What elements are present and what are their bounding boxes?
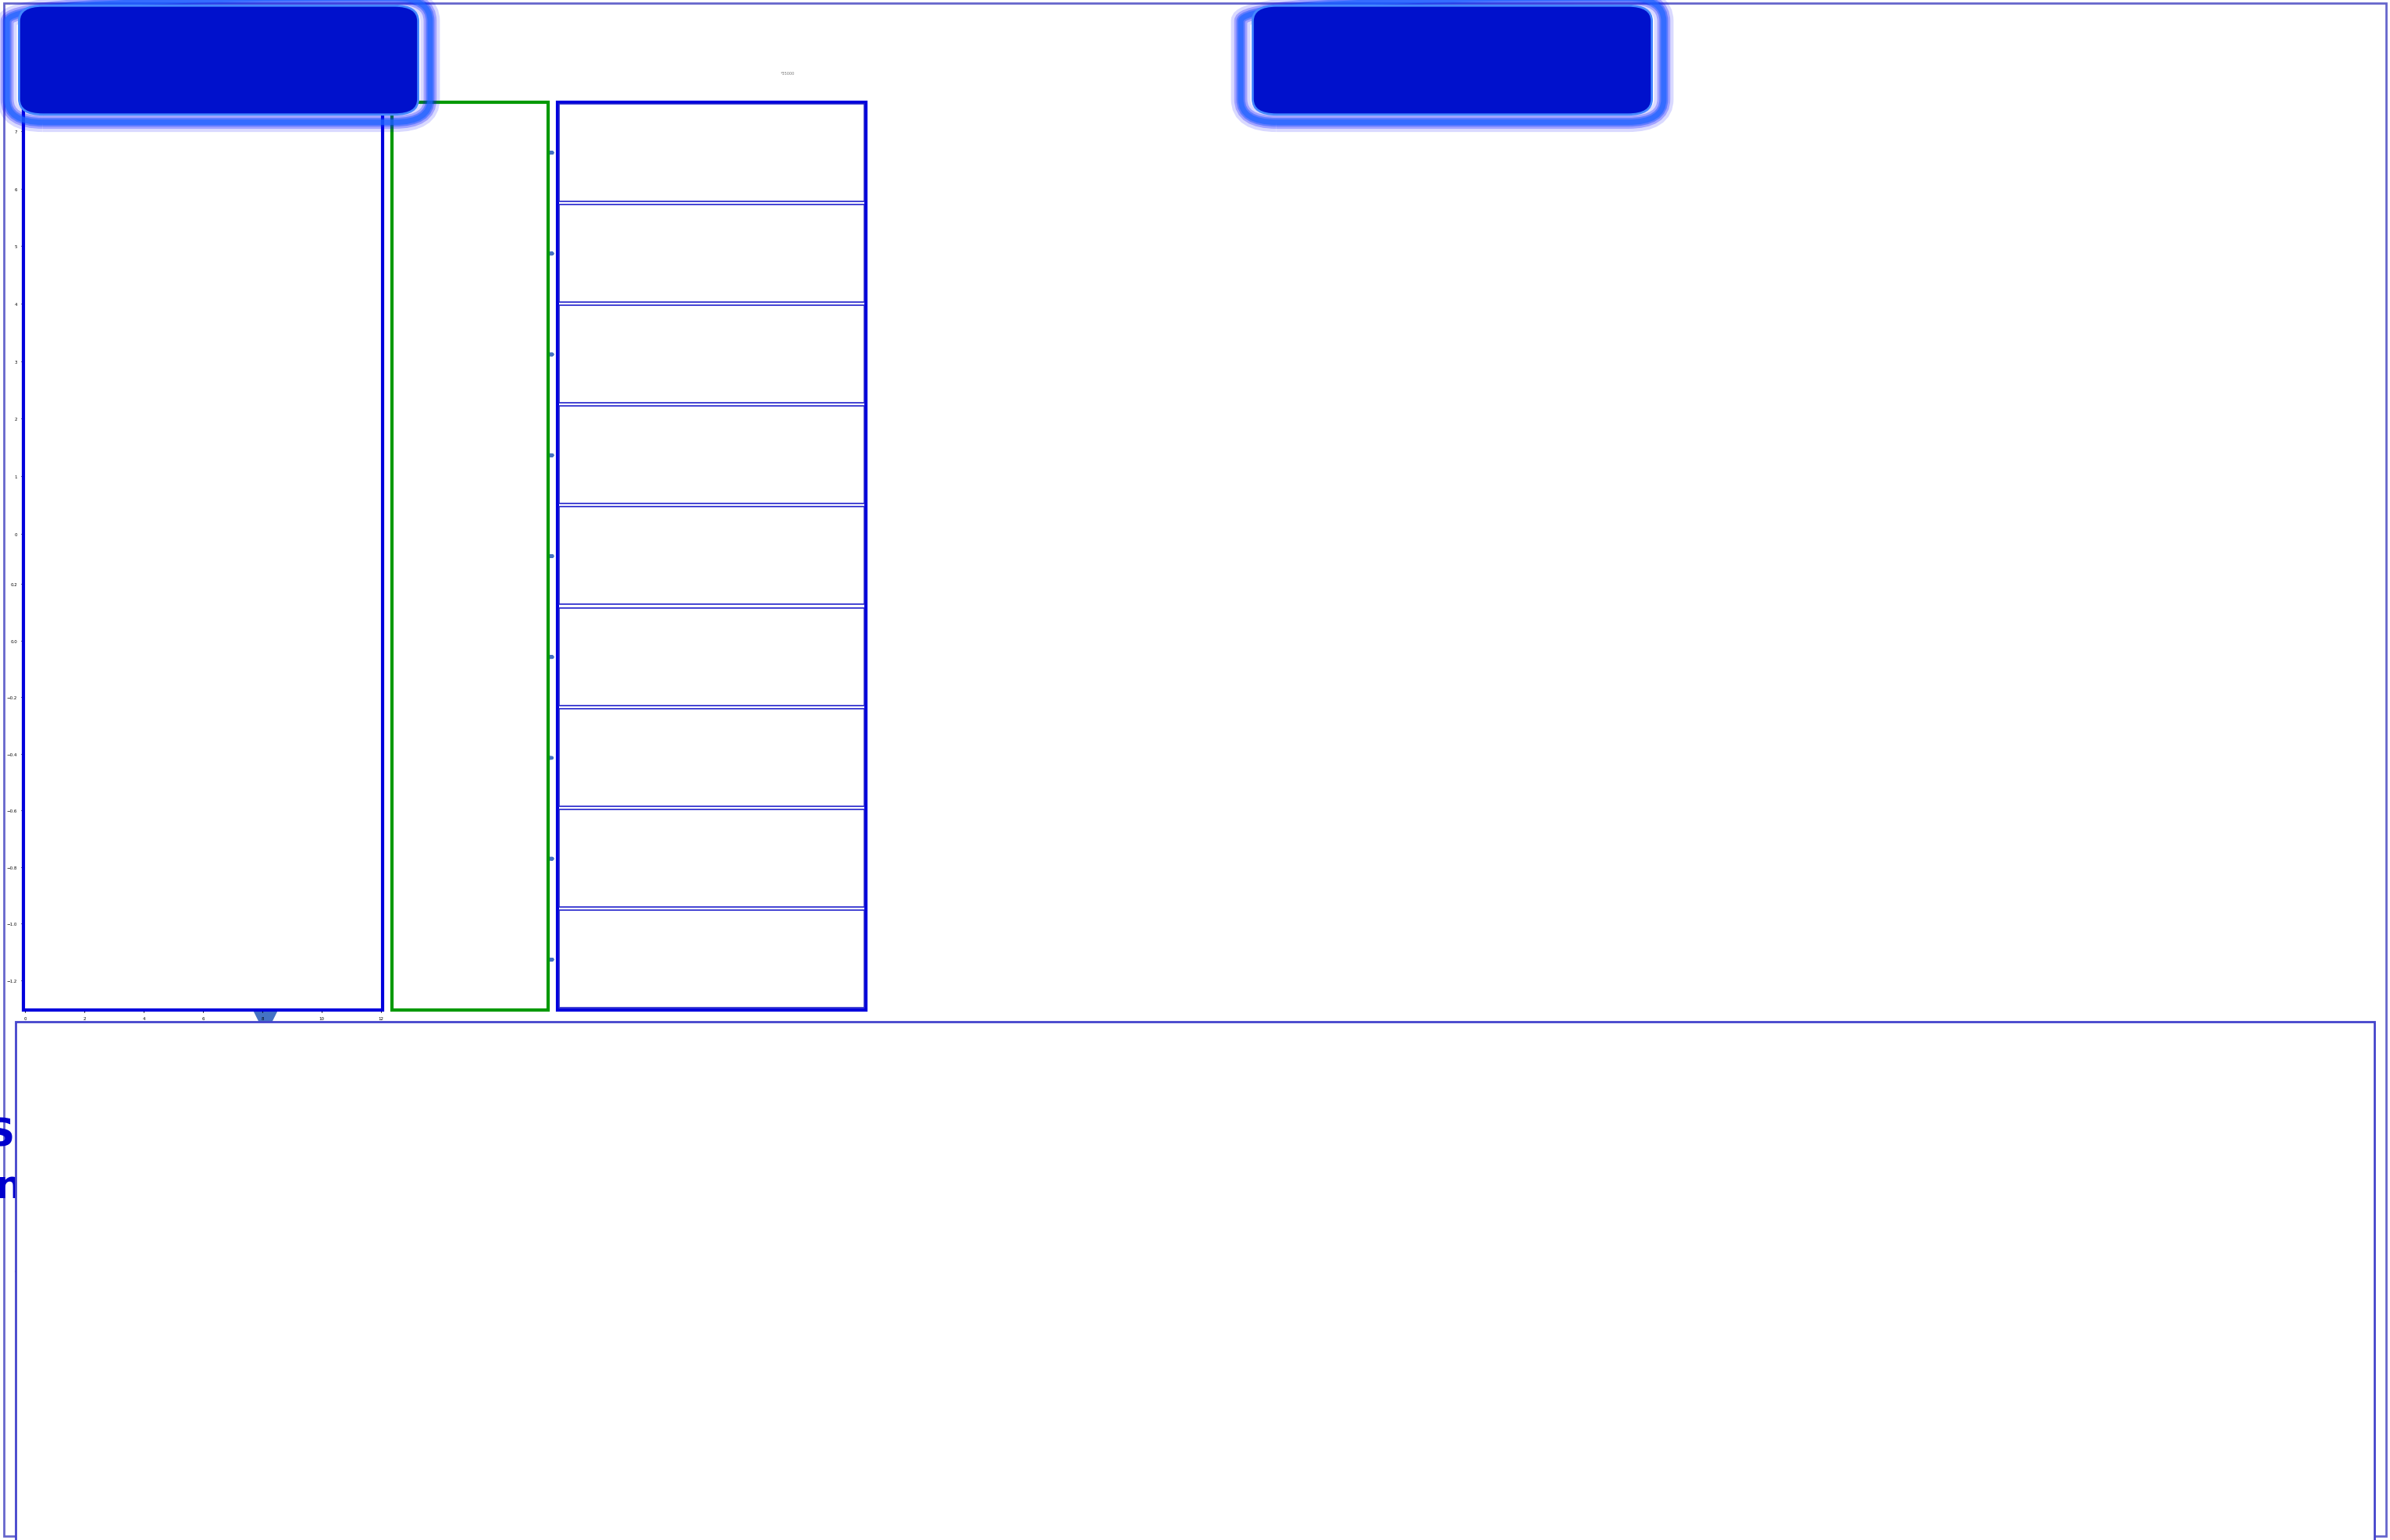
Text: *41322: *41322 [112, 830, 134, 835]
X-axis label: Retention time (min): Retention time (min) [177, 1024, 229, 1029]
Text: 1200.3666: 1200.3666 [1950, 1352, 1957, 1395]
Text: 1D: 1D [306, 115, 363, 151]
Text: DAD1-DAD 2: Signal A:Sig=214,0.4,0  Ref=off  1Tour: -Cut06 at 1/06.mnd: DAD1-DAD 2: Signal A:Sig=214,0.4,0 Ref=o… [562, 610, 679, 613]
Text: 1194.873: 1194.873 [1790, 1326, 1797, 1364]
Text: 1145.1094: 1145.1094 [323, 1440, 332, 1485]
Text: *10279: *10279 [215, 393, 234, 397]
Text: *38000: *38000 [753, 148, 767, 152]
Text: M-163: M-163 [416, 1027, 688, 1107]
Text: DAD1-DAD 2: Signal A:Sig=214,0.4,0  Ref=off  1Tour: -Cut04 at 1/04.mnd: DAD1-DAD 2: Signal A:Sig=214,0.4,0 Ref=o… [562, 408, 679, 411]
Text: 2D: 2D [784, 145, 839, 180]
Text: 3: 3 [528, 367, 540, 385]
Text: *32000: *32000 [758, 702, 772, 707]
Text: 1183.6257: 1183.6257 [1458, 1158, 1465, 1203]
Text: 1180.1196: 1180.1196 [1355, 1152, 1362, 1197]
Text: *53922: *53922 [327, 919, 347, 924]
Text: 1155.3555: 1155.3555 [626, 1432, 633, 1475]
Text: *30348: *30348 [139, 122, 160, 126]
Text: 6: 6 [528, 676, 540, 695]
Text: DAD1-DAD 2: Signal A:Sig=214,0.4,0  Ref=off  1Tour: -Cut07 at 1/07.mnd: DAD1-DAD 2: Signal A:Sig=214,0.4,0 Ref=o… [562, 711, 679, 715]
Text: 1160.8529: 1160.8529 [786, 1107, 796, 1150]
Text: *34000: *34000 [758, 382, 772, 385]
Text: 2: 2 [528, 260, 540, 279]
Text: 2: 2 [120, 904, 124, 912]
Text: Multi-heart Cutting: Multi-heart Cutting [1288, 46, 1616, 75]
Text: 1148.357: 1148.357 [418, 1064, 428, 1103]
Bar [177, 103, 234, 541]
Text: 7: 7 [528, 778, 540, 796]
Text: 8: 8 [528, 869, 540, 887]
Text: DAD1-DAD 2: Signal A:Sig=214,0.4,0  Ref=off  1Tour: -Cut09 at 1/09.mnd: DAD1-DAD 2: Signal A:Sig=214,0.4,0 Ref=o… [562, 912, 679, 915]
Text: 1189.1224: 1189.1224 [1620, 1374, 1628, 1418]
Text: 1152.351: 1152.351 [538, 1090, 545, 1130]
Text: 5: 5 [335, 904, 339, 912]
Text: 4: 4 [198, 904, 203, 912]
Text: Main compound: Main compound [1453, 1306, 1802, 1406]
Text: DAD1-DAD 2: Signal A:Sig=214,0.4,0  Ref=off  1Tour: -Cut08 at 1/08.mnd: DAD1-DAD 2: Signal A:Sig=214,0.4,0 Ref=o… [562, 812, 679, 815]
Text: *29000: *29000 [767, 827, 782, 832]
Text: *33000: *33000 [762, 491, 777, 496]
Text: 3: 3 [177, 622, 182, 628]
Text: x10¹  DAD1 - DAD 1: Signal A:Sig=220,0.4,0  Ref=off  20221225-1-Phenyl-H...  C18: x10¹ DAD1 - DAD 1: Signal A:Sig=220,0.4,… [29, 545, 210, 548]
Text: 1190.3378: 1190.3378 [1656, 1169, 1663, 1214]
Text: 1155.3557: 1155.3557 [626, 1093, 633, 1138]
Text: *20419: *20419 [122, 450, 141, 454]
Text: Single-heart Cutting: Single-heart Cutting [45, 46, 392, 75]
Text: 1142.8619: 1142.8619 [258, 1435, 265, 1480]
Text: *49075: *49075 [170, 574, 189, 579]
Text: M-1113: M-1113 [782, 1064, 1052, 1153]
Text: 2D: 2D [282, 556, 339, 591]
Text: 1204.3608: 1204.3608 [2067, 1381, 2077, 1424]
Text: *51905: *51905 [222, 983, 244, 987]
Text: 1: 1 [528, 159, 540, 177]
Text: *35000: *35000 [755, 878, 770, 881]
Text: DAD1-DAD 2: Signal A:Sig=214,0.4,0  Ref=off  1Tour: -Cut02 at 1/02.mnd: DAD1-DAD 2: Signal A:Sig=214,0.4,0 Ref=o… [562, 206, 679, 211]
Text: 1179.3726: 1179.3726 [1334, 1403, 1341, 1446]
Text: DAD1-DAD 2: Signal A:Sig=214,0.4,0  Ref=off  1Tour: -Cut01 at 1/01.mnd: DAD1-DAD 2: Signal A:Sig=214,0.4,0 Ref=o… [562, 106, 679, 109]
Text: 1D: 1D [402, 119, 454, 151]
Text: DAD1-DAD 2: Signal A:Sig=214,0.4,0  Ref=off  1Tour: -Cut05 at 1/05.mnd: DAD1-DAD 2: Signal A:Sig=214,0.4,0 Ref=o… [562, 510, 679, 513]
Text: 1: 1 [105, 933, 110, 939]
Text: DAD1-DAD 2: Signal A:Sig=214,0.4,0  Ref=off  1Tour: -Cut03 at 1/03.mnd: DAD1-DAD 2: Signal A:Sig=214,0.4,0 Ref=o… [562, 308, 679, 311]
Text: *35000: *35000 [782, 72, 796, 75]
Text: *36000: *36000 [750, 570, 765, 573]
Text: 4: 4 [528, 468, 540, 487]
Text: *36000: *36000 [746, 265, 760, 270]
Text: 5: 5 [528, 573, 540, 591]
Text: HRMS identification of
unknown impurities: HRMS identification of unknown impuritie… [0, 1115, 380, 1206]
Text: 1183.6275: 1183.6275 [1458, 1358, 1465, 1403]
Text: 1142.8614: 1142.8614 [258, 1121, 265, 1166]
X-axis label: Retention - Acquisition Time (min): Retention - Acquisition Time (min) [160, 556, 244, 559]
Text: 9: 9 [528, 946, 540, 964]
